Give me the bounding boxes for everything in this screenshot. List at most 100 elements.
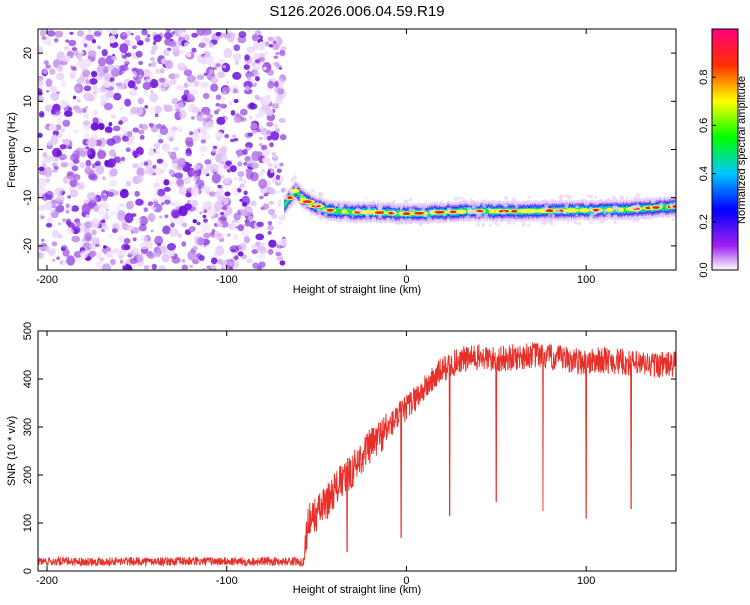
track-halo	[364, 219, 368, 223]
track-halo	[512, 197, 517, 202]
noise-speckle	[244, 205, 253, 216]
noise-speckle	[233, 114, 242, 124]
noise-speckle	[43, 245, 50, 253]
noise-speckle	[238, 31, 247, 38]
y-tick-label: 20	[22, 47, 34, 59]
noise-speckle	[169, 228, 179, 237]
track-halo	[589, 220, 593, 225]
noise-speckle	[232, 71, 242, 80]
noise-speckle	[163, 186, 171, 192]
noise-speckle	[49, 85, 58, 92]
noise-speckle	[85, 34, 95, 41]
noise-speckle	[237, 35, 247, 44]
noise-speckle	[156, 178, 160, 182]
noise-speckle	[147, 201, 154, 207]
noise-speckle	[192, 258, 200, 265]
track-halo	[290, 177, 295, 182]
noise-speckle	[80, 66, 88, 71]
signal-peak	[413, 211, 425, 215]
noise-speckle	[215, 31, 222, 37]
noise-speckle	[136, 40, 144, 46]
noise-speckle	[86, 150, 93, 155]
noise-speckle	[229, 259, 234, 264]
noise-speckle	[56, 150, 62, 157]
noise-speckle	[99, 257, 105, 262]
noise-speckle	[211, 148, 216, 154]
top-y-axis-label: Frequency (Hz)	[6, 112, 18, 188]
noise-speckle	[229, 262, 233, 266]
noise-speckle	[73, 49, 79, 56]
signal-track-segment	[297, 191, 299, 196]
noise-speckle	[238, 177, 243, 181]
noise-speckle	[52, 168, 58, 173]
noise-speckle	[67, 222, 75, 228]
noise-speckle	[96, 64, 105, 73]
track-halo	[594, 195, 598, 199]
noise-speckle	[121, 32, 127, 37]
noise-speckle	[68, 73, 72, 76]
noise-speckle	[152, 197, 158, 202]
track-halo	[488, 224, 492, 228]
noise-speckle	[42, 69, 48, 75]
noise-speckle	[187, 200, 191, 204]
noise-speckle	[174, 97, 178, 101]
track-halo	[425, 200, 428, 203]
track-halo	[465, 215, 471, 220]
noise-speckle	[185, 192, 192, 198]
noise-speckle	[95, 252, 102, 260]
noise-speckle	[268, 239, 277, 248]
signal-track-segment	[286, 199, 288, 204]
track-halo	[396, 223, 399, 226]
noise-speckle	[193, 128, 200, 136]
track-halo	[584, 201, 589, 206]
noise-speckle	[162, 48, 170, 57]
noise-speckle	[267, 80, 275, 89]
track-halo	[426, 216, 432, 222]
track-halo	[633, 195, 639, 201]
noise-speckle	[267, 162, 273, 168]
noise-speckle	[132, 45, 137, 50]
noise-speckle	[258, 247, 268, 254]
noise-speckle	[243, 119, 247, 123]
track-halo	[527, 195, 531, 199]
track-halo	[599, 218, 605, 224]
noise-speckle	[60, 79, 67, 88]
noise-speckle	[70, 65, 74, 69]
noise-speckle	[169, 78, 177, 85]
noise-speckle	[49, 68, 56, 75]
track-halo	[493, 203, 497, 207]
track-halo	[471, 204, 476, 209]
track-halo	[469, 210, 474, 215]
noise-speckle	[118, 203, 125, 208]
noise-speckle	[118, 254, 123, 260]
noise-speckle	[91, 217, 100, 224]
noise-speckle	[215, 232, 224, 241]
noise-speckle	[143, 207, 148, 213]
noise-speckle	[83, 92, 92, 101]
top-y-ticks: -20 -10 0 10 20	[22, 47, 676, 254]
signal-peak	[511, 209, 518, 213]
signal-core	[341, 209, 348, 214]
noise-speckle	[189, 264, 194, 268]
noise-speckle	[45, 178, 50, 183]
noise-speckle	[247, 215, 254, 221]
noise-speckle	[248, 115, 253, 120]
noise-speckle	[75, 86, 80, 92]
track-halo	[524, 201, 528, 206]
signal-track-segment	[662, 205, 665, 210]
track-halo	[469, 198, 473, 202]
noise-speckle	[111, 55, 117, 61]
noise-speckle	[263, 192, 269, 197]
noise-speckle	[108, 149, 117, 157]
noise-speckle	[250, 171, 259, 182]
noise-speckle	[191, 116, 195, 120]
noise-speckle	[38, 95, 44, 103]
noise-speckle	[268, 200, 275, 206]
noise-speckle	[78, 58, 83, 62]
noise-speckle	[236, 187, 242, 193]
noise-speckle	[202, 214, 207, 219]
noise-speckle	[110, 258, 116, 266]
noise-speckle	[256, 128, 261, 133]
noise-speckle	[152, 172, 156, 176]
noise-speckle	[82, 58, 92, 68]
